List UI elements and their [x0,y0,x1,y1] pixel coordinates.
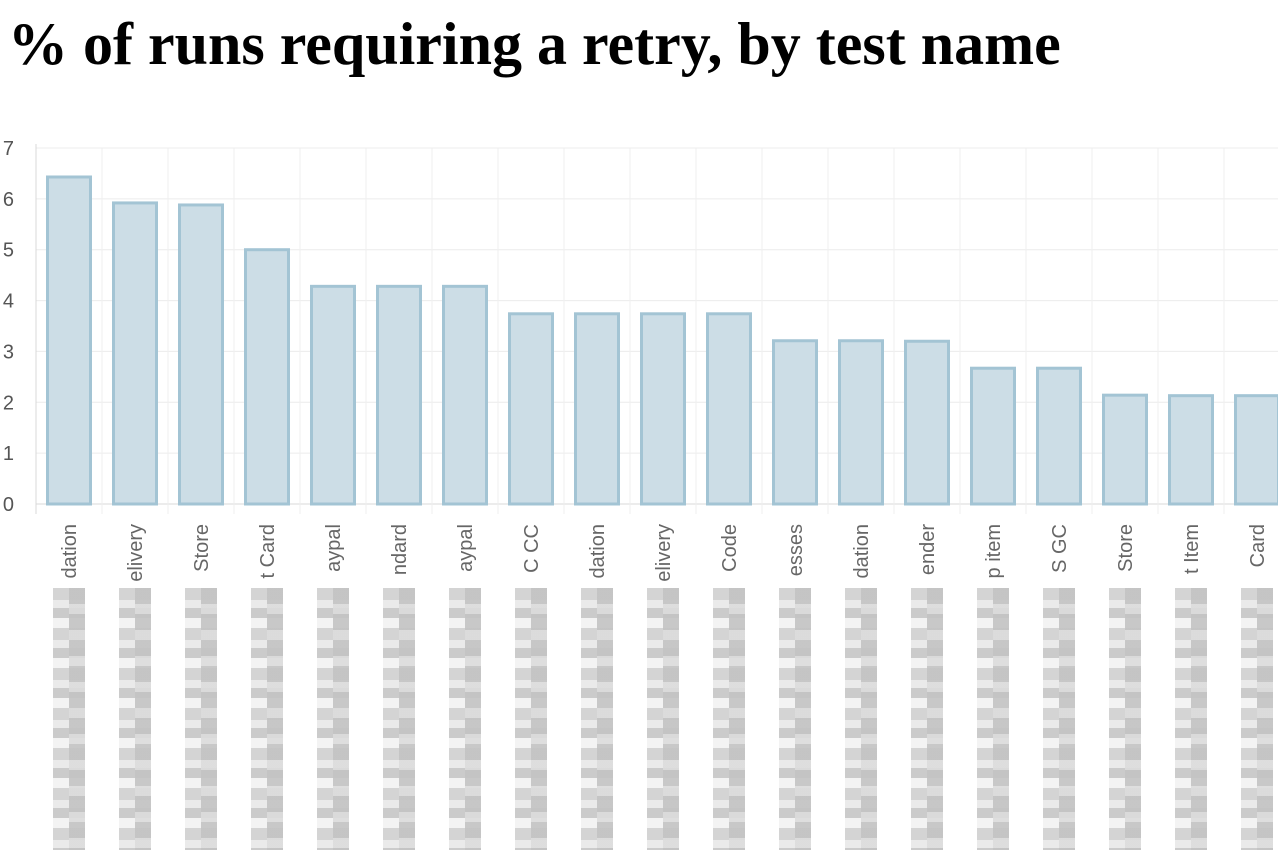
chart-title: % of runs requiring a retry, by test nam… [8,11,1061,77]
x-tick-label: esses [785,524,807,576]
x-tick-label: Card [1247,524,1269,567]
bar [46,175,92,506]
x-tick-label: aypal [455,524,477,572]
redacted-label-block [119,588,151,850]
bar [112,201,158,506]
bar [310,284,356,506]
redacted-label-block [1175,588,1207,850]
redacted-label-block [845,588,877,850]
x-tick-label: p item [983,524,1005,578]
x-tick-label: C CC [521,524,543,573]
bar [1168,394,1214,506]
redacted-label-block [1043,588,1075,850]
redacted-label-block [1241,588,1273,850]
x-tick-label: S GC [1049,524,1071,573]
redacted-label-block [185,588,217,850]
redacted-label-block [1109,588,1141,850]
x-tick-label: ender [917,524,939,575]
bar [706,312,752,506]
y-tick-label: 7 [3,138,14,160]
redacted-label-block [449,588,481,850]
y-tick-label: 3 [3,341,14,363]
bar [442,284,488,506]
bars [46,175,1278,506]
bar [1036,366,1082,506]
x-tick-label: Store [191,524,213,572]
redacted-label-block [251,588,283,850]
x-tick-label: aypal [323,524,345,572]
bar [772,339,818,506]
bar [574,312,620,506]
y-tick-label: 4 [3,291,14,313]
y-tick-label: 2 [3,392,14,414]
redacted-label-block [383,588,415,850]
redacted-label-block [515,588,547,850]
bar [1234,394,1278,506]
bar [178,203,224,506]
x-tick-label: ndard [389,524,411,575]
redacted-label-block [911,588,943,850]
bar [1102,393,1148,506]
x-tick-label: Store [1115,524,1137,572]
x-tick-label: elivery [653,524,675,582]
bar [244,248,290,506]
y-tick-label: 5 [3,240,14,262]
y-tick-label: 0 [3,494,14,516]
redacted-label-block [713,588,745,850]
bar [640,312,686,506]
redacted-label-block [977,588,1009,850]
bar [904,339,950,506]
x-tick-label: t Card [257,524,279,578]
bar [970,366,1016,506]
y-tick-label: 6 [3,189,14,211]
bar [838,339,884,506]
redacted-label-block [647,588,679,850]
x-tick-label: t Item [1181,524,1203,574]
bar [376,284,422,506]
bar [508,312,554,506]
x-tick-label: Code [719,524,741,572]
redacted-label-block [581,588,613,850]
x-tick-label: dation [587,524,609,579]
y-tick-labels: 0 1 2 3 4 5 6 7 [3,138,14,516]
x-tick-label: dation [851,524,873,579]
x-tick-label: elivery [125,524,147,582]
redacted-label-block [53,588,85,850]
redacted-label-block [779,588,811,850]
x-tick-label: dation [59,524,81,579]
x-tick-labels: dation elivery Store t Card aypal ndard aypal C… [59,524,1269,582]
y-tick-label: 1 [3,443,14,465]
redacted-label-block [317,588,349,850]
